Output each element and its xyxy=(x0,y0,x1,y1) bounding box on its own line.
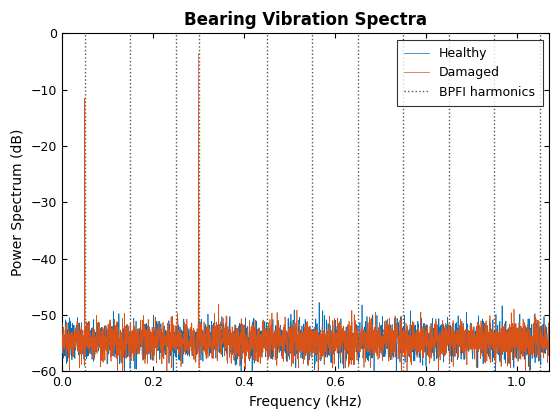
Damaged xyxy=(195,51,202,56)
Healthy xyxy=(484,351,491,356)
Damaged xyxy=(59,320,66,326)
Damaged xyxy=(484,323,491,328)
Damaged xyxy=(114,346,121,351)
Healthy xyxy=(143,351,150,356)
Damaged xyxy=(164,374,170,379)
Damaged xyxy=(246,351,253,356)
Healthy xyxy=(316,300,323,305)
Damaged xyxy=(536,358,543,363)
Healthy xyxy=(536,335,543,340)
Healthy xyxy=(267,326,273,331)
Healthy xyxy=(245,339,252,344)
BPFI harmonics xyxy=(81,25,88,30)
BPFI harmonics xyxy=(81,31,88,36)
Healthy xyxy=(238,371,245,376)
Damaged xyxy=(143,348,150,353)
Y-axis label: Power Spectrum (dB): Power Spectrum (dB) xyxy=(11,129,25,276)
Damaged xyxy=(267,337,273,342)
Title: Bearing Vibration Spectra: Bearing Vibration Spectra xyxy=(184,11,427,29)
Line: Healthy: Healthy xyxy=(62,302,549,373)
Healthy xyxy=(545,336,552,341)
Healthy xyxy=(114,352,121,357)
X-axis label: Frequency (kHz): Frequency (kHz) xyxy=(249,395,362,409)
Line: Damaged: Damaged xyxy=(62,53,549,376)
Legend: Healthy, Damaged, BPFI harmonics: Healthy, Damaged, BPFI harmonics xyxy=(396,40,543,106)
Healthy xyxy=(59,321,66,326)
Damaged xyxy=(545,319,552,324)
